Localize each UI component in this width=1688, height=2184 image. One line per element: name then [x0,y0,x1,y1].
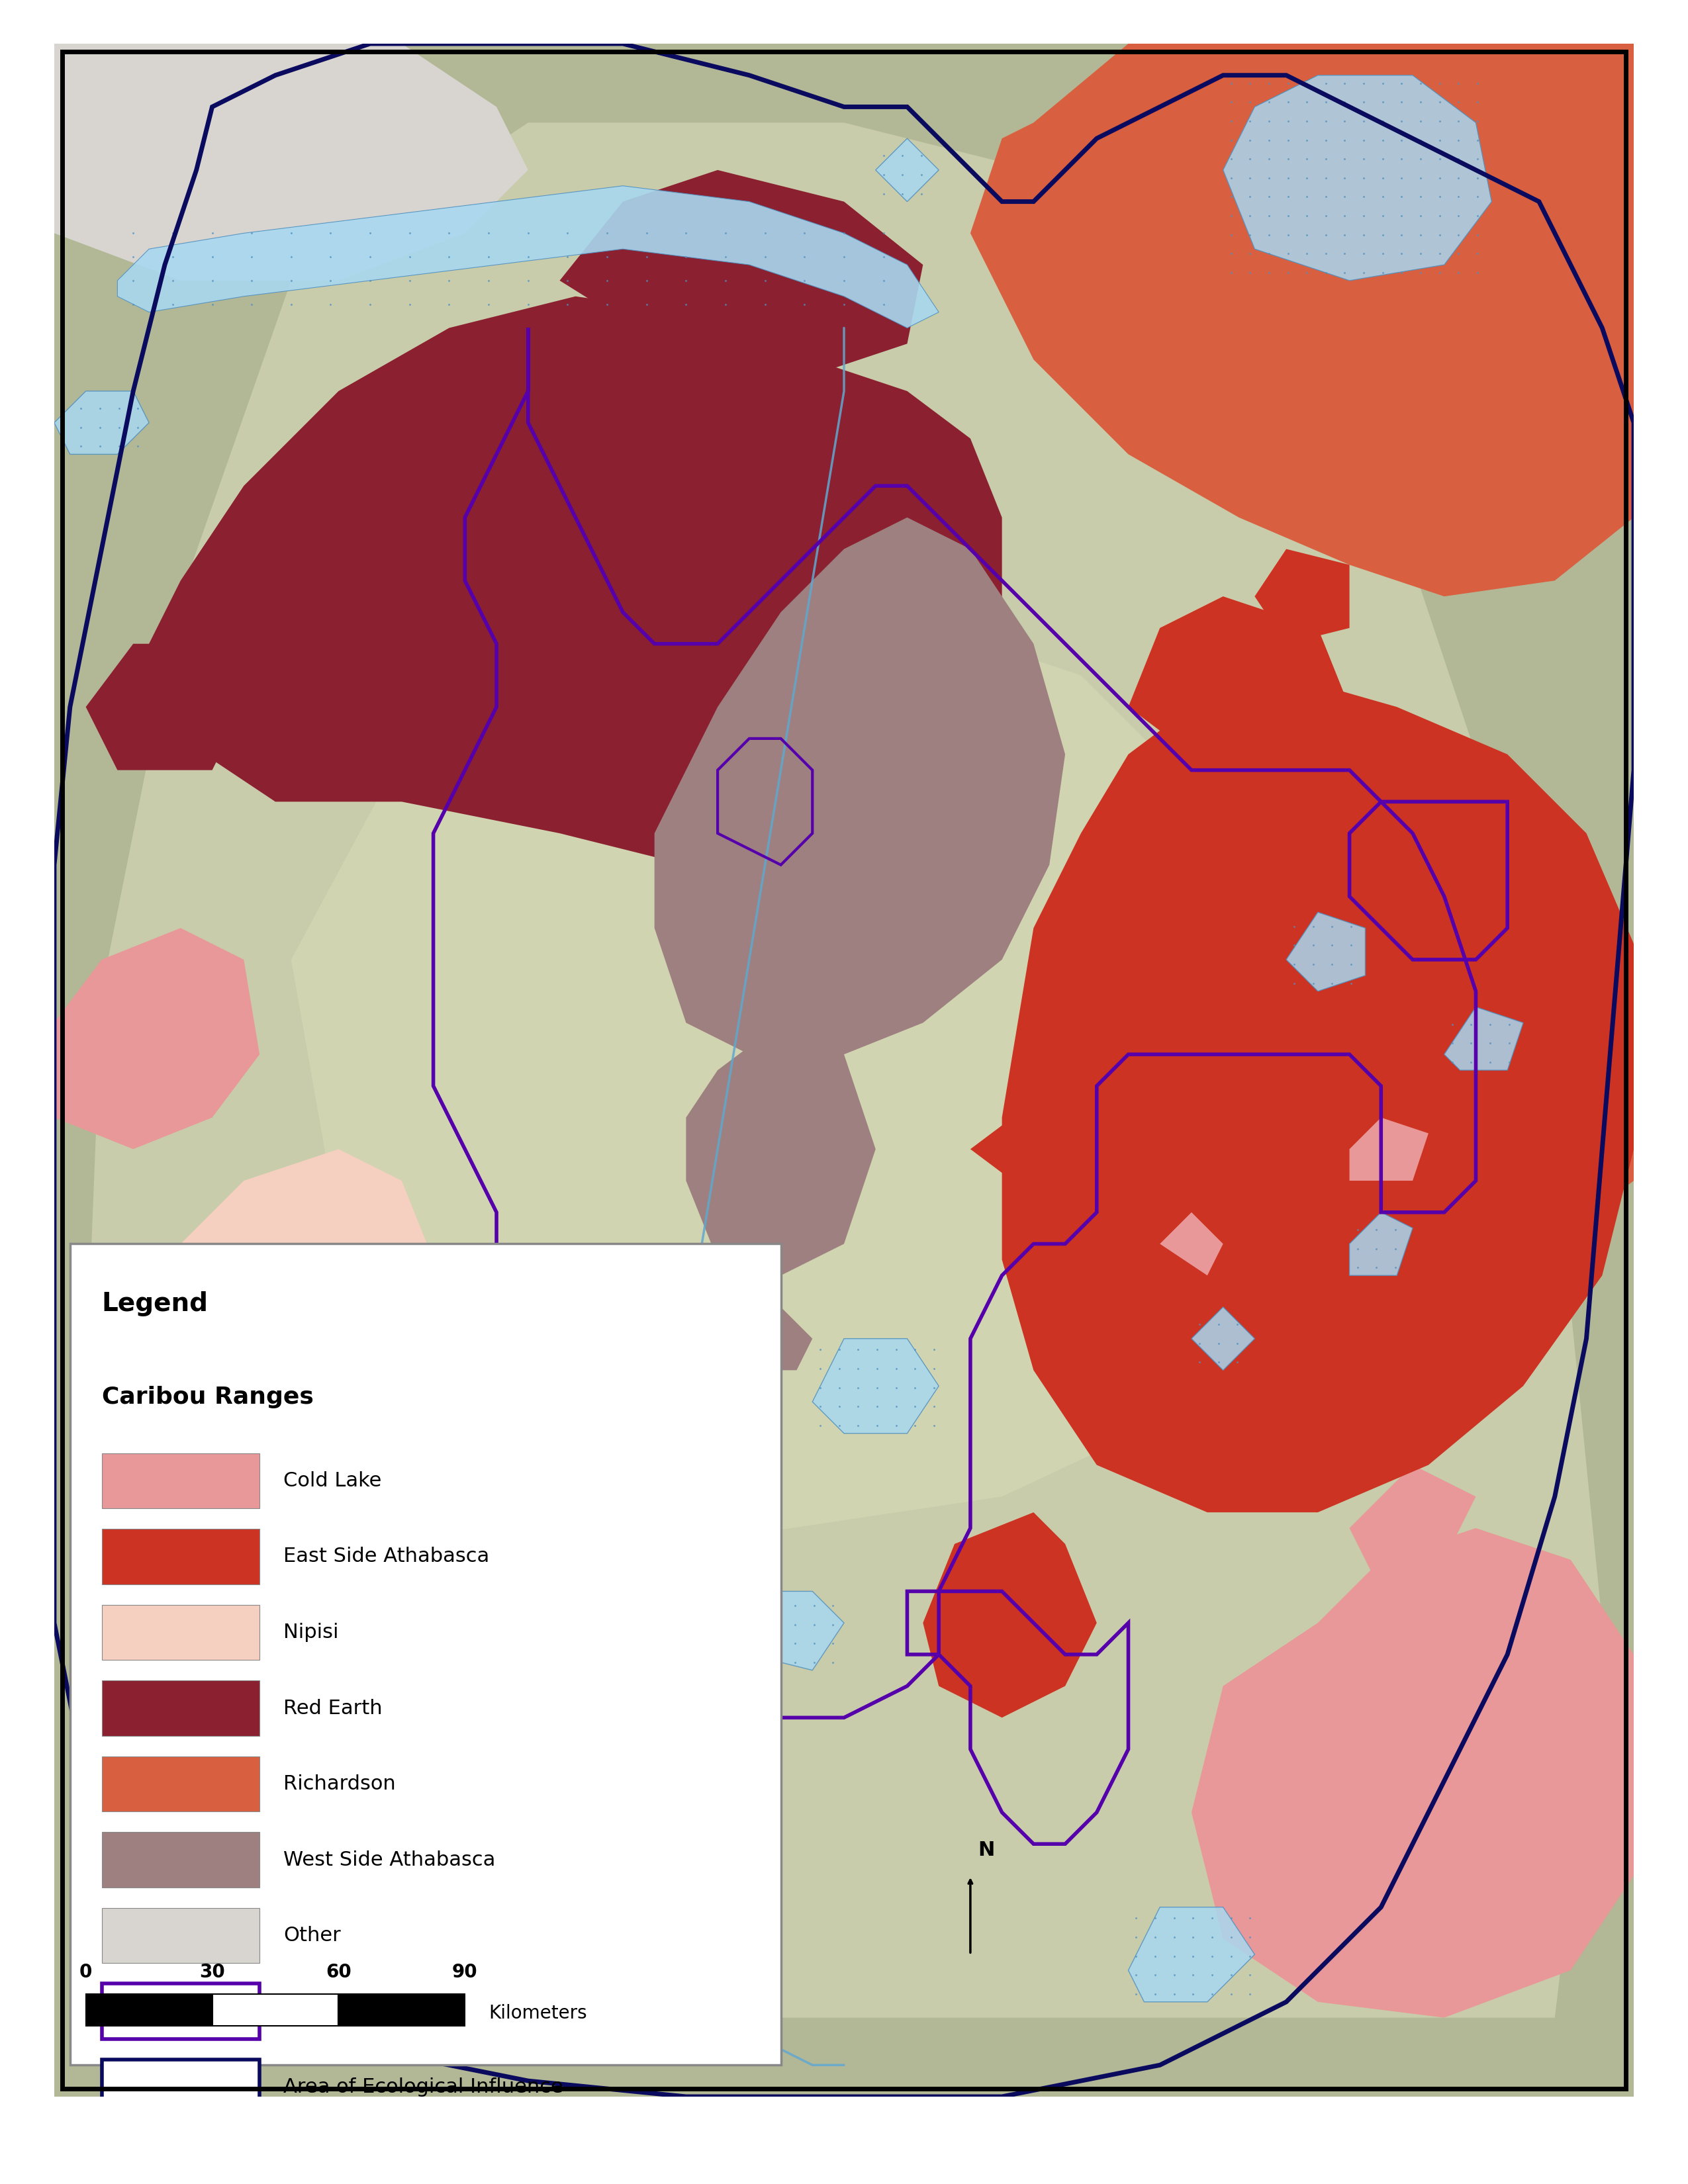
Bar [101,1756,260,1811]
Polygon shape [54,44,1634,2097]
Polygon shape [1128,596,1349,753]
Polygon shape [560,170,923,376]
Bar [339,1994,464,2025]
Bar [101,1529,260,1583]
Text: 60: 60 [326,1963,351,1981]
Bar [69,1245,782,2066]
Bar [101,1832,260,1887]
Text: Alpac FMA: Alpac FMA [284,2003,388,2020]
Polygon shape [1192,1433,1254,1496]
Bar [101,1605,260,1660]
Polygon shape [608,1939,717,2003]
Polygon shape [923,1511,1097,1717]
Polygon shape [86,122,1602,2018]
Text: Area of Ecological Influence: Area of Ecological Influence [284,2077,564,2097]
Text: 90: 90 [452,1963,478,1981]
Polygon shape [1224,74,1492,280]
Bar [101,2060,260,2114]
Text: Caribou Ranges: Caribou Ranges [101,1387,314,1409]
Bar [86,1994,213,2025]
Polygon shape [971,44,1634,596]
Polygon shape [528,1749,782,1876]
Text: Richardson: Richardson [284,1773,395,1793]
Polygon shape [971,1101,1065,1197]
Polygon shape [560,1876,655,1939]
Text: West Side Athabasca: West Side Athabasca [284,1850,495,1870]
Text: Kilometers: Kilometers [488,2003,587,2022]
Polygon shape [54,391,149,454]
Polygon shape [1160,1212,1224,1275]
Polygon shape [1254,548,1349,644]
Text: Legend: Legend [101,1291,208,1317]
Polygon shape [1286,1402,1366,1465]
Text: 30: 30 [199,1963,225,1981]
Polygon shape [655,1592,782,1686]
Polygon shape [1003,675,1634,1511]
Polygon shape [1286,913,1366,992]
Polygon shape [623,1402,685,1465]
Bar [101,1983,260,2040]
Polygon shape [1381,895,1634,1245]
Polygon shape [1445,1007,1523,1070]
Polygon shape [290,596,1318,1544]
Polygon shape [876,138,939,201]
Text: 0: 0 [79,1963,93,1981]
Bar [213,1994,339,2025]
Polygon shape [1349,1212,1413,1275]
Polygon shape [1398,1260,1492,1339]
Polygon shape [1349,1465,1475,1592]
Polygon shape [1349,1118,1428,1182]
Bar [101,1679,260,1736]
Polygon shape [1413,753,1523,865]
Polygon shape [165,1149,434,1369]
Polygon shape [685,1022,876,1275]
Polygon shape [749,1306,812,1369]
Polygon shape [591,1306,717,1402]
Polygon shape [1192,1529,1634,2018]
Bar [101,1452,260,1509]
Text: East Side Athabasca: East Side Athabasca [284,1546,490,1566]
Polygon shape [812,1339,939,1433]
Text: N: N [977,1841,994,1861]
Text: Other: Other [284,1926,341,1946]
Polygon shape [1128,1907,1254,2003]
Text: Nipisi: Nipisi [284,1623,339,1642]
Polygon shape [54,44,528,280]
Text: Cold Lake: Cold Lake [284,1472,381,1489]
Polygon shape [464,1275,591,1387]
Polygon shape [623,218,717,297]
Polygon shape [749,1592,844,1671]
Polygon shape [655,518,1065,1055]
Polygon shape [118,186,939,328]
Polygon shape [1192,1306,1254,1369]
Polygon shape [86,644,243,771]
Text: Red Earth: Red Earth [284,1699,381,1719]
Polygon shape [54,928,260,1149]
Polygon shape [133,297,1003,865]
Bar [101,1909,260,1963]
